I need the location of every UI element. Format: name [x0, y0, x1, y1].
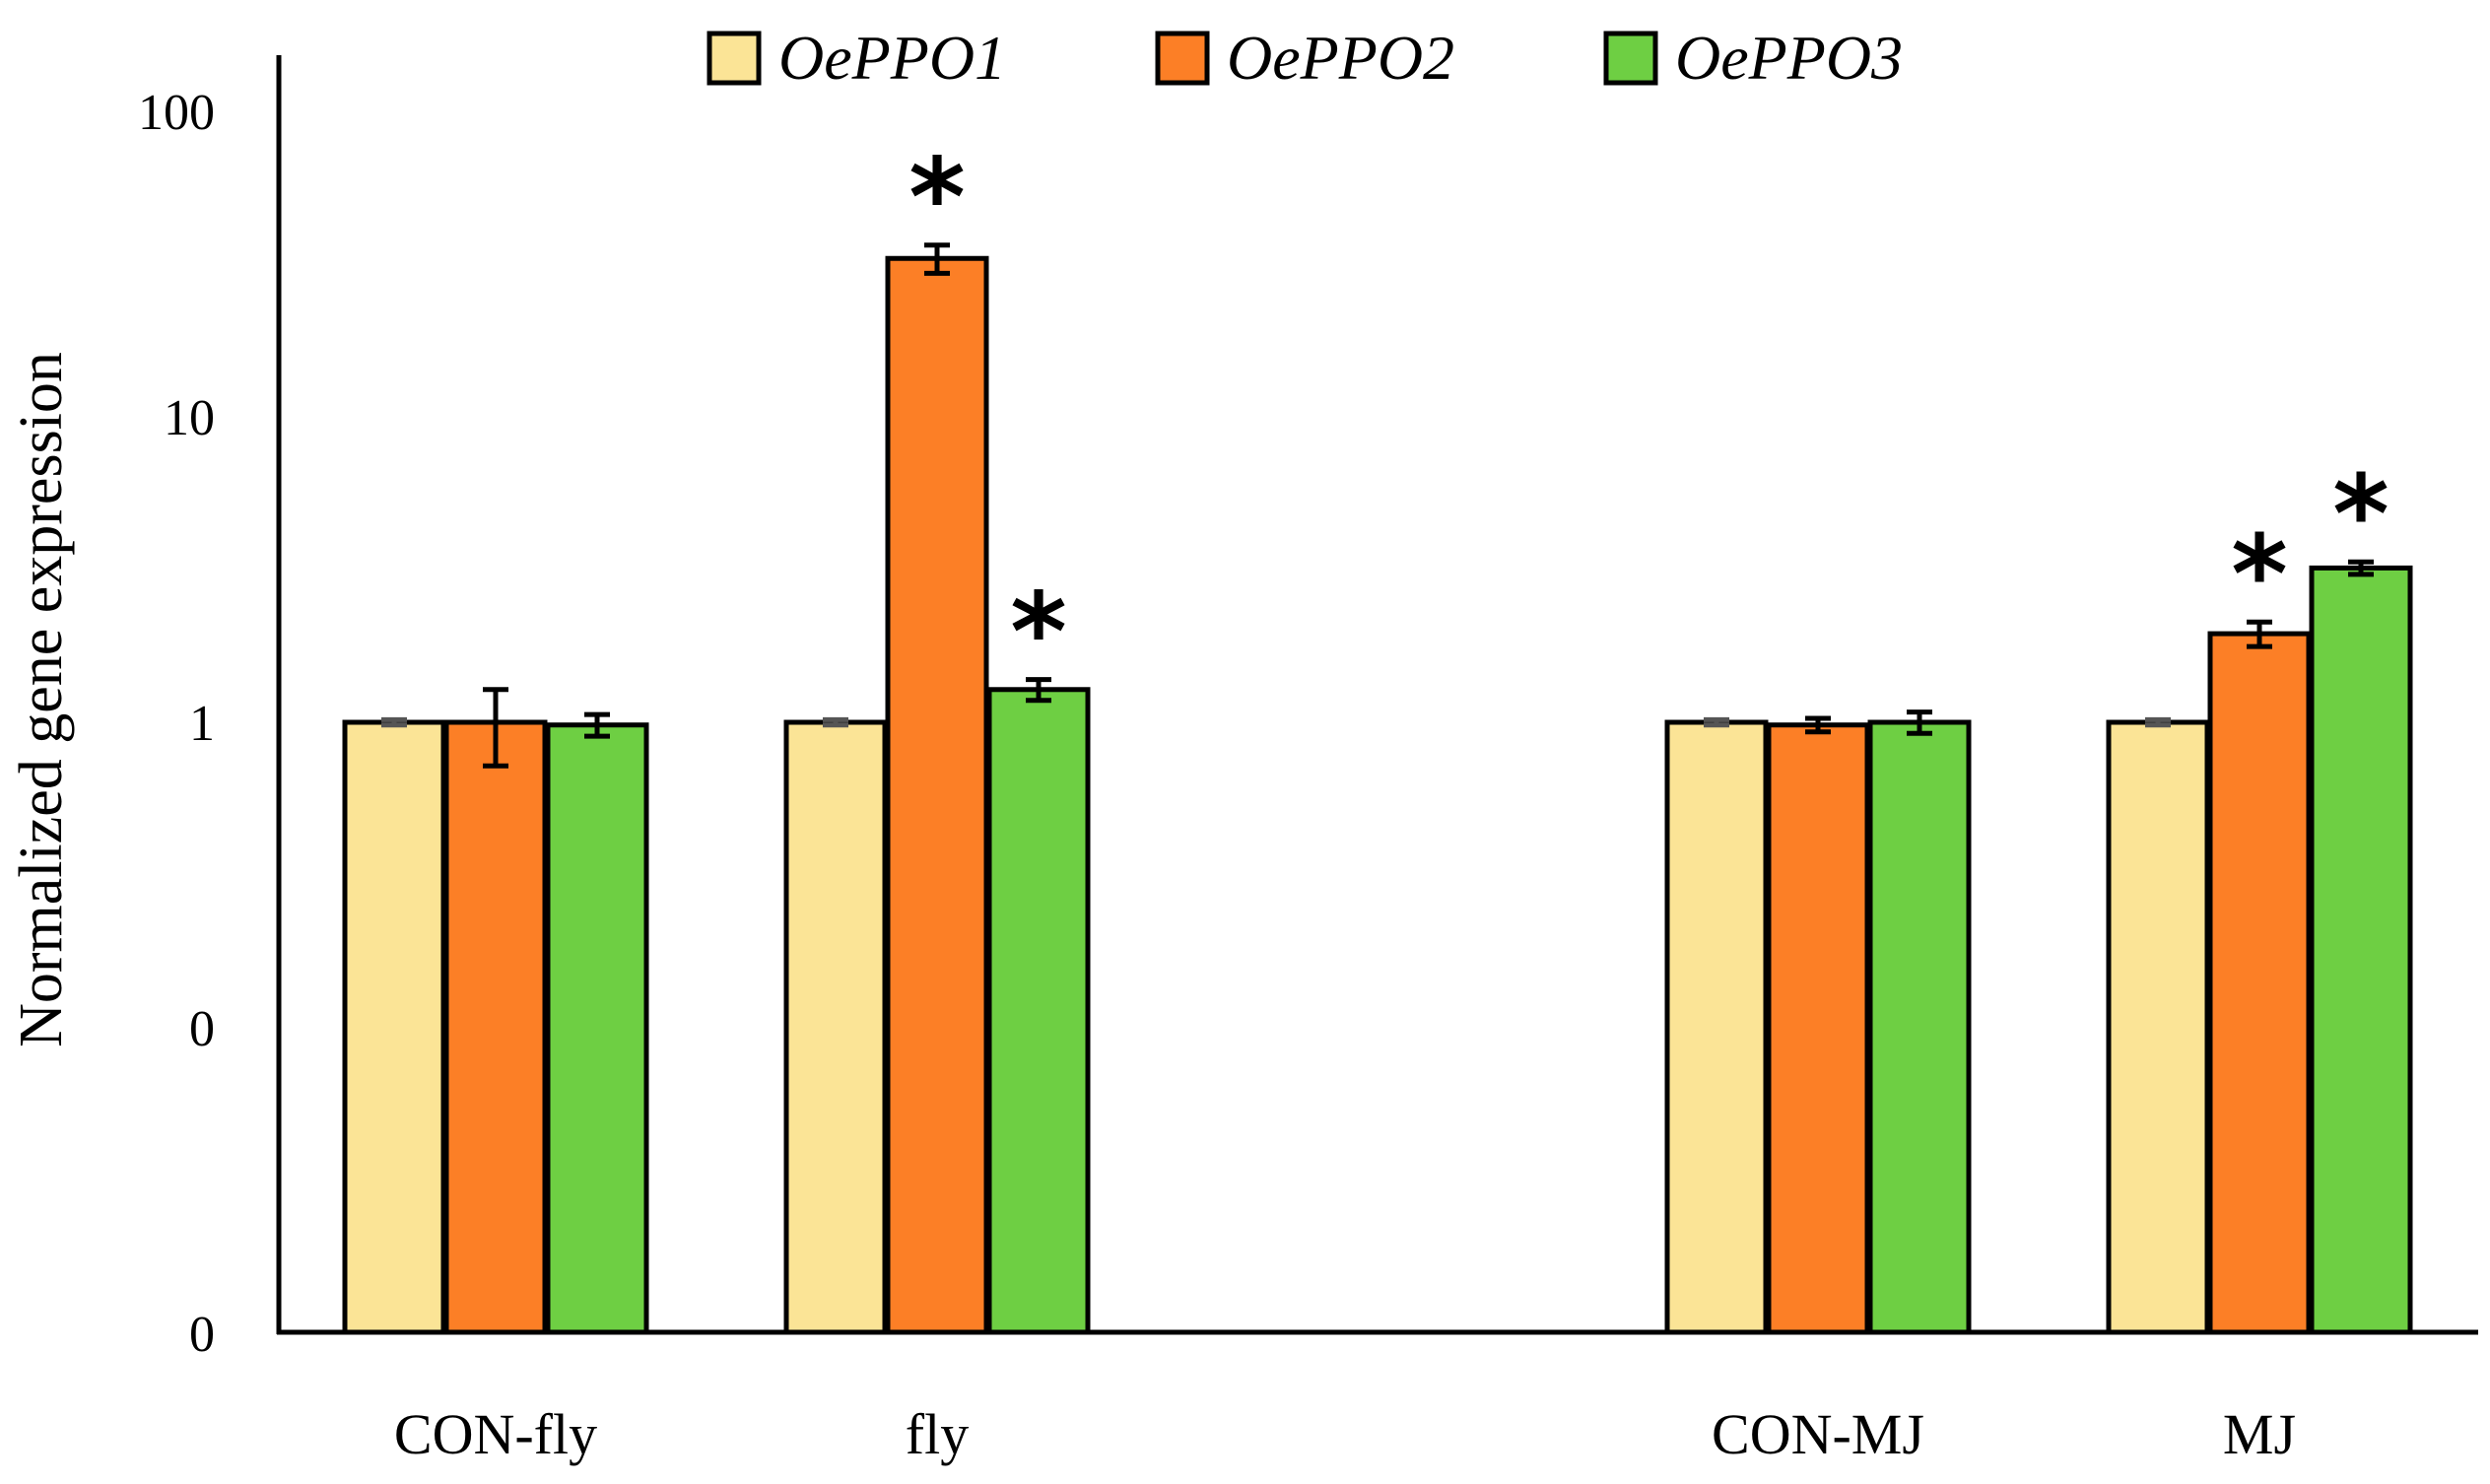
- legend-swatch-oeppo2: [1155, 31, 1210, 86]
- category-label-fly: fly: [906, 1402, 969, 1466]
- bar-oeppo3-con-mj: [1867, 719, 1972, 1335]
- error-bar-oeppo1-con-mj: [1704, 716, 1729, 728]
- legend: OePPO1 OePPO2 OePPO3: [707, 23, 1903, 93]
- bar-oeppo1-con-mj: [1664, 719, 1769, 1335]
- y-tick-label: 10: [164, 390, 215, 446]
- bar-oeppo3-con-fly: [545, 722, 649, 1335]
- error-bars: [381, 242, 2374, 769]
- bar-oeppo1-mj: [2106, 719, 2210, 1335]
- bar-oeppo3-mj: [2309, 565, 2413, 1335]
- category-label-con-fly: CON-fly: [394, 1402, 597, 1466]
- category-label-con-mj: CON-MJ: [1712, 1402, 1924, 1466]
- bar-oeppo2-con-mj: [1766, 722, 1870, 1335]
- bars: [342, 255, 2413, 1335]
- legend-label-oeppo1: OePPO1: [778, 23, 1006, 93]
- error-bar-oeppo1-fly: [823, 716, 848, 728]
- y-tick-label: 0: [189, 1001, 215, 1057]
- error-bar-oeppo1-con-fly: [381, 716, 407, 728]
- error-bar-oeppo2-con-fly: [483, 687, 508, 769]
- error-bar-oeppo2-fly: [924, 242, 950, 276]
- error-bar-oeppo2-mj: [2247, 619, 2272, 649]
- error-bar-oeppo2-con-mj: [1805, 715, 1831, 735]
- bar-oeppo1-con-fly: [342, 719, 446, 1335]
- bar-oeppo2-fly: [885, 255, 989, 1335]
- error-bar-oeppo3-fly: [1026, 677, 1051, 704]
- y-tick-label: 100: [138, 85, 215, 141]
- legend-label-oeppo3: OePPO3: [1675, 23, 1903, 93]
- category-label-mj: MJ: [2223, 1402, 2296, 1466]
- error-bar-oeppo1-mj: [2145, 716, 2171, 728]
- significance-star: *: [909, 135, 966, 261]
- significance-star: *: [1010, 570, 1067, 696]
- y-axis-label: Normalized gene expression: [8, 352, 75, 1047]
- legend-label-oeppo2: OePPO2: [1227, 23, 1454, 93]
- y-tick-label: 0: [189, 1307, 215, 1363]
- significance-markers: * * * *: [909, 135, 2389, 696]
- bar-oeppo3-fly: [986, 687, 1091, 1335]
- error-bar-oeppo3-mj: [2348, 559, 2374, 577]
- error-bar-oeppo3-con-fly: [584, 711, 610, 739]
- legend-swatch-oeppo3: [1603, 31, 1658, 86]
- bar-oeppo2-con-fly: [443, 719, 548, 1335]
- y-tick-label: 1: [189, 696, 215, 752]
- significance-star: *: [2332, 451, 2389, 577]
- significance-star: *: [2231, 511, 2288, 638]
- error-bar-oeppo3-con-mj: [1907, 709, 1932, 736]
- bar-oeppo1-fly: [783, 719, 888, 1335]
- category-labels: CON-fly fly CON-MJ MJ: [394, 1402, 2296, 1466]
- legend-swatch-oeppo1: [707, 31, 762, 86]
- bar-oeppo2-mj: [2207, 631, 2312, 1335]
